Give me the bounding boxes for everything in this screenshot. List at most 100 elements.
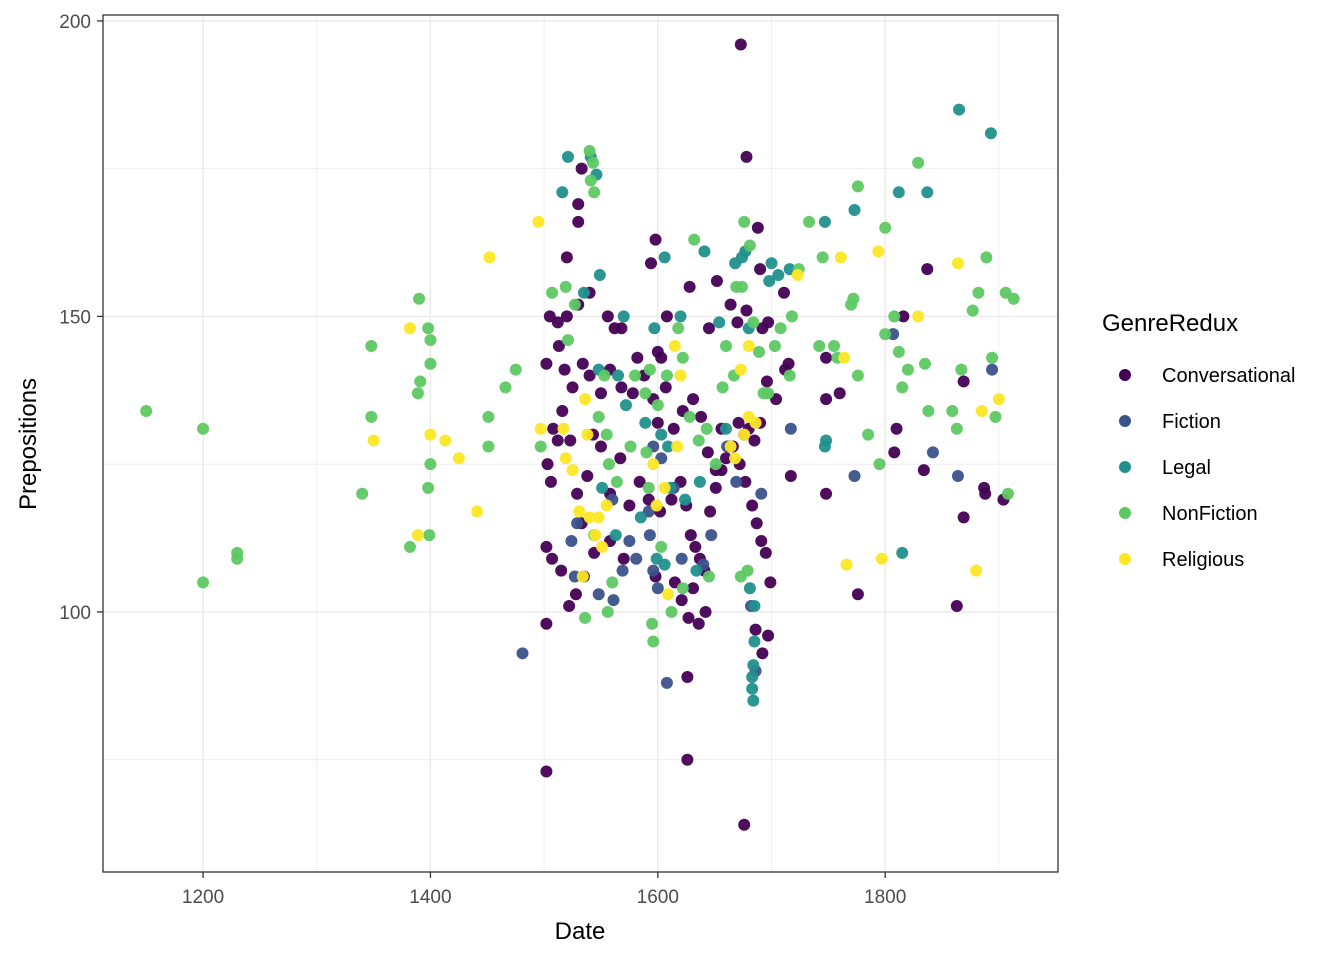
point-nonfiction [989,410,1002,423]
point-fiction [643,529,656,542]
point-religious [975,404,988,417]
point-nonfiction [734,570,747,583]
point-nonfiction [980,251,993,264]
point-religious [734,363,747,376]
point-conversational [572,198,585,211]
point-nonfiction [896,381,909,394]
point-conversational [732,416,745,429]
point-conversational [957,375,970,388]
point-legal [609,529,622,542]
legend-title: GenreRedux [1102,310,1238,337]
minor-gridlines [103,15,1058,872]
point-legal [720,422,733,435]
point-conversational [547,422,560,435]
point-conversational [950,600,963,613]
point-conversational [695,410,708,423]
point-religious [834,251,847,264]
point-conversational [667,422,680,435]
point-conversational [921,263,934,276]
point-nonfiction [365,339,378,352]
point-religious [791,269,804,282]
point-conversational [552,339,565,352]
point-nonfiction [197,422,210,435]
point-conversational [551,434,564,447]
point-conversational [683,280,696,293]
point-conversational [614,452,627,465]
point-conversational [615,381,628,394]
point-legal [658,558,671,571]
point-nonfiction [646,617,659,630]
point-legal [612,369,625,382]
point-conversational [689,540,702,553]
point-conversational [740,150,753,163]
point-nonfiction [624,440,637,453]
point-conversational [756,647,769,660]
point-fiction [848,470,861,483]
legend-label-religious: Religious [1162,549,1244,571]
point-nonfiction [588,186,601,199]
point-religious [483,251,496,264]
point-nonfiction [918,357,931,370]
point-conversational [546,552,559,565]
y-tick-label: 100 [59,603,91,624]
point-conversational [739,475,752,488]
point-nonfiction [231,552,244,565]
point-conversational [681,753,694,766]
point-conversational [644,257,657,270]
legend-label-fiction: Fiction [1162,411,1221,433]
point-conversational [749,623,762,636]
point-conversational [764,576,777,589]
point-legal [619,399,632,412]
legend-label-nonfiction: NonFiction [1162,503,1258,525]
point-conversational [601,310,614,323]
point-nonfiction [499,381,512,394]
point-nonfiction [610,475,623,488]
point-nonfiction [639,387,652,400]
point-legal [658,251,671,264]
point-conversational [833,387,846,400]
point-religious [596,540,609,553]
point-nonfiction [534,440,547,453]
point-legal [713,316,726,329]
point-conversational [566,381,579,394]
y-axis-ticks: 100 150 200 [59,12,103,624]
point-religious [658,481,671,494]
point-fiction [571,517,584,530]
point-nonfiction [482,410,495,423]
point-nonfiction [716,381,729,394]
point-nonfiction [720,339,733,352]
point-nonfiction [365,410,378,423]
point-religious [872,245,885,258]
point-religious [589,529,602,542]
point-religious [840,558,853,571]
point-conversational [660,310,673,323]
point-nonfiction [768,339,781,352]
point-religious [532,215,545,228]
point-fiction [623,535,636,548]
point-religious [600,499,613,512]
point-conversational [544,475,557,488]
point-nonfiction [1007,292,1020,305]
point-nonfiction [692,434,705,447]
point-religious [471,505,484,518]
point-conversational [540,765,553,778]
point-fiction [675,552,688,565]
point-fiction [951,470,964,483]
point-nonfiction [660,369,673,382]
point-fiction [705,529,718,542]
point-religious [647,458,660,471]
point-conversational [750,517,763,530]
point-fiction [647,564,660,577]
point-nonfiction [774,322,787,335]
point-fiction [660,676,673,689]
point-legal [765,257,778,270]
point-conversational [649,233,662,246]
point-nonfiction [702,570,715,583]
point-nonfiction [743,239,756,252]
point-legal [748,635,761,648]
point-conversational [755,535,768,548]
point-conversational [709,481,722,494]
legend-key-conversational [1119,369,1131,381]
point-nonfiction [1001,487,1014,500]
point-nonfiction [642,481,655,494]
